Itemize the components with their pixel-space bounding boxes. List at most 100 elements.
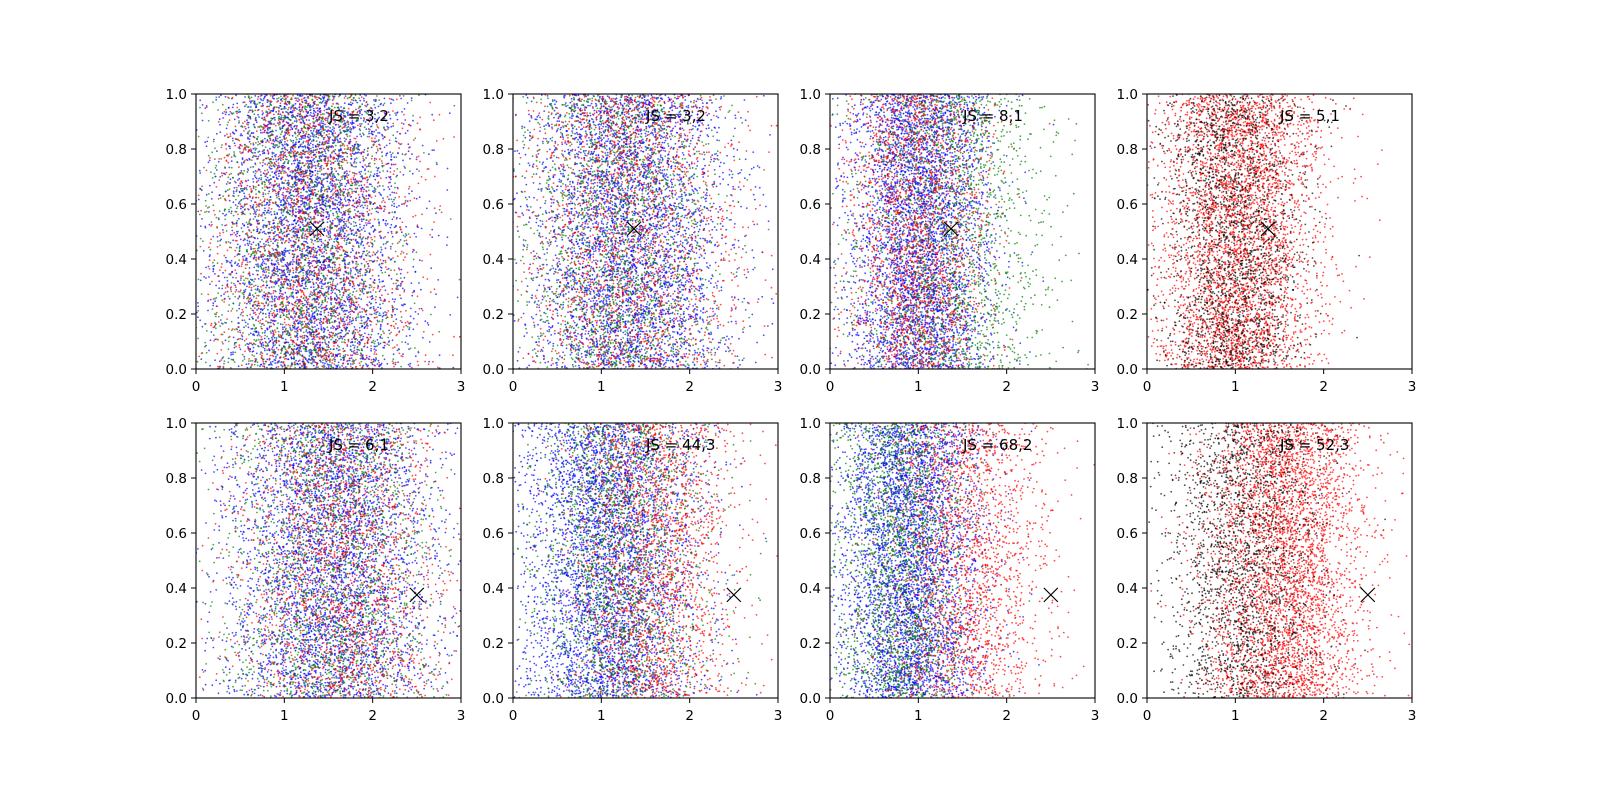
data-point — [357, 143, 359, 145]
data-point — [401, 203, 403, 205]
data-point — [380, 266, 382, 268]
data-point — [306, 279, 308, 281]
data-point — [389, 194, 391, 196]
data-point — [249, 134, 251, 136]
data-point — [385, 247, 387, 249]
data-point — [325, 126, 327, 128]
data-point — [228, 107, 230, 109]
data-point — [320, 128, 322, 130]
data-point — [381, 151, 383, 153]
data-point — [275, 174, 277, 176]
data-point — [280, 352, 282, 354]
data-point — [374, 208, 376, 210]
data-point — [212, 305, 214, 307]
data-point — [319, 247, 321, 249]
data-point — [327, 205, 329, 207]
data-point — [338, 208, 340, 210]
data-point — [381, 363, 383, 365]
data-point — [357, 205, 359, 207]
data-point — [384, 146, 386, 148]
data-point — [264, 298, 266, 300]
data-point — [386, 314, 388, 316]
data-point — [314, 154, 316, 156]
data-point — [294, 282, 296, 284]
data-point — [368, 334, 370, 336]
data-point — [353, 128, 355, 130]
data-point — [270, 340, 272, 342]
data-point — [426, 208, 428, 210]
data-point — [254, 216, 256, 218]
data-point — [352, 319, 354, 321]
data-point — [382, 104, 384, 106]
data-point — [356, 102, 358, 104]
data-point — [315, 165, 317, 167]
data-point — [379, 290, 381, 292]
data-point — [284, 147, 286, 149]
data-point — [308, 189, 310, 191]
data-point — [300, 138, 302, 140]
data-point — [310, 286, 312, 288]
data-point — [429, 341, 431, 343]
data-point — [377, 219, 379, 221]
data-point — [271, 296, 273, 298]
data-point — [214, 300, 216, 302]
data-point — [341, 287, 343, 289]
data-point — [255, 344, 257, 346]
data-point — [206, 330, 208, 332]
data-point — [311, 310, 313, 312]
data-point — [351, 218, 353, 220]
data-point — [348, 213, 350, 215]
data-point — [267, 275, 269, 277]
data-point — [409, 335, 411, 337]
data-point — [252, 100, 254, 102]
data-point — [307, 255, 309, 257]
data-point — [346, 170, 348, 172]
data-point — [239, 235, 241, 237]
data-point — [296, 286, 298, 288]
data-point — [230, 354, 232, 356]
data-point — [268, 315, 270, 317]
data-point — [350, 223, 352, 225]
data-point — [283, 108, 285, 110]
data-point — [325, 292, 327, 294]
data-point — [284, 106, 286, 108]
data-point — [279, 222, 281, 224]
data-point — [359, 349, 361, 351]
data-point — [379, 132, 381, 134]
data-point — [315, 195, 317, 197]
data-point — [284, 141, 286, 143]
data-point — [313, 237, 315, 239]
data-point — [290, 149, 292, 151]
data-point — [429, 200, 431, 202]
data-point — [356, 351, 358, 353]
data-point — [295, 222, 297, 224]
data-point — [231, 160, 233, 162]
data-point — [269, 128, 271, 130]
data-point — [292, 325, 294, 327]
data-point — [255, 189, 257, 191]
data-point — [272, 299, 274, 301]
data-point — [293, 297, 295, 299]
data-point — [257, 96, 259, 98]
data-point — [264, 263, 266, 265]
data-point — [234, 285, 236, 287]
data-point — [320, 318, 322, 320]
data-point — [377, 311, 379, 313]
data-point — [219, 360, 221, 362]
data-point — [318, 307, 320, 309]
data-point — [258, 256, 260, 258]
data-point — [383, 315, 385, 317]
data-point — [257, 243, 259, 245]
data-point — [247, 240, 249, 242]
data-point — [376, 152, 378, 154]
data-point — [391, 198, 393, 200]
data-point — [381, 337, 383, 339]
data-point — [276, 266, 278, 268]
data-point — [268, 338, 270, 340]
data-point — [378, 344, 380, 346]
data-point — [278, 175, 280, 177]
data-point — [318, 163, 320, 165]
data-point — [259, 335, 261, 337]
data-point — [350, 268, 352, 270]
data-point — [367, 319, 369, 321]
